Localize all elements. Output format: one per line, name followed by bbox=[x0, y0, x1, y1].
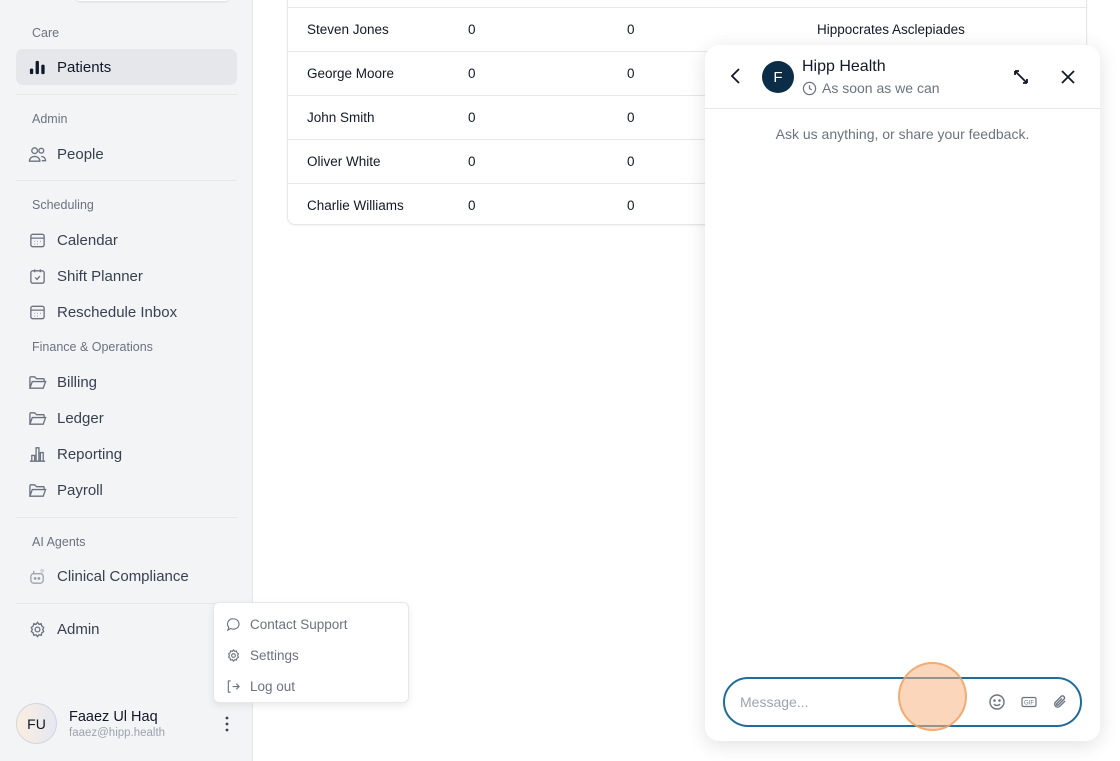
calendar-icon bbox=[30, 233, 45, 247]
chat-header: F Hipp Health As soon as we can bbox=[705, 45, 1100, 109]
sidebar-item-shift-planner[interactable]: Shift Planner bbox=[16, 258, 237, 294]
divider bbox=[16, 94, 237, 95]
sidebar-top-card bbox=[75, 0, 230, 1]
expand-icon[interactable] bbox=[1012, 68, 1030, 86]
sidebar-item-label: Reschedule Inbox bbox=[57, 303, 178, 321]
sidebar-item-clinical-compliance[interactable]: Clinical Compliance bbox=[16, 558, 237, 594]
cell-name: George Moore bbox=[307, 66, 395, 81]
cell-name: Oliver White bbox=[307, 154, 381, 169]
cell: 0 bbox=[627, 198, 635, 213]
menu-item-label: Log out bbox=[250, 679, 296, 694]
emoji-icon[interactable] bbox=[988, 693, 1006, 711]
sidebar-item-label: Admin bbox=[57, 620, 100, 638]
click-indicator bbox=[898, 662, 967, 731]
section-care: Care bbox=[32, 26, 60, 40]
users-icon bbox=[28, 146, 47, 162]
cell: 0 bbox=[468, 66, 476, 81]
table-row[interactable]: Oliver White 0 0 bbox=[288, 139, 1086, 183]
more-vertical-icon[interactable] bbox=[220, 714, 234, 734]
section-scheduling: Scheduling bbox=[32, 198, 94, 212]
folder-icon bbox=[28, 375, 47, 389]
cell: 0 bbox=[627, 110, 635, 125]
divider bbox=[16, 180, 237, 181]
menu-item-label: Contact Support bbox=[250, 617, 348, 632]
section-ai-agents: AI Agents bbox=[32, 535, 86, 549]
sidebar-item-patients[interactable]: Patients bbox=[16, 49, 237, 85]
calendar-icon bbox=[30, 305, 45, 319]
divider bbox=[16, 517, 237, 518]
sidebar-item-label: Clinical Compliance bbox=[57, 567, 189, 585]
svg-text:GIF: GIF bbox=[1024, 701, 1034, 707]
sidebar-item-label: Patients bbox=[57, 58, 112, 76]
robot-icon bbox=[30, 568, 45, 584]
gif-icon[interactable]: GIF bbox=[1020, 693, 1038, 711]
cell: 0 bbox=[627, 154, 635, 169]
folder-icon bbox=[28, 411, 47, 425]
sidebar-item-admin[interactable]: Admin bbox=[16, 611, 237, 647]
attachment-icon[interactable] bbox=[1051, 693, 1069, 711]
gear-icon bbox=[30, 620, 45, 638]
sidebar-item-reschedule-inbox[interactable]: Reschedule Inbox bbox=[16, 294, 237, 330]
sidebar-item-reporting[interactable]: Reporting bbox=[16, 436, 237, 472]
section-finance: Finance & Operations bbox=[32, 340, 153, 354]
calendar-check-icon bbox=[30, 268, 45, 284]
sidebar-item-label: Shift Planner bbox=[57, 267, 143, 285]
cell-name: Charlie Williams bbox=[307, 198, 404, 213]
cell: 0 bbox=[468, 154, 476, 169]
bar-chart-outline-icon bbox=[29, 446, 46, 462]
chat-widget: F Hipp Health As soon as we can Ask us a… bbox=[705, 45, 1100, 741]
bar-chart-icon bbox=[29, 60, 45, 74]
divider bbox=[16, 603, 237, 604]
sidebar-item-label: Calendar bbox=[57, 231, 118, 249]
sidebar-item-label: Reporting bbox=[57, 445, 123, 463]
sidebar-item-people[interactable]: People bbox=[16, 136, 237, 172]
sidebar: Care Patients Admin People Scheduling Ca… bbox=[0, 0, 253, 761]
table-row[interactable]: Charlie Williams 0 0 bbox=[288, 183, 1086, 227]
menu-item-contact-support[interactable]: Contact Support bbox=[214, 609, 408, 640]
sidebar-item-billing[interactable]: Billing bbox=[16, 364, 237, 400]
sidebar-item-label: People bbox=[57, 145, 104, 163]
chat-subtitle: As soon as we can bbox=[822, 80, 940, 96]
cell: Hippocrates Asclepiades bbox=[817, 22, 965, 37]
sidebar-item-label: Payroll bbox=[57, 481, 103, 499]
user-name: Faaez Ul Haq bbox=[69, 708, 158, 725]
sidebar-item-calendar[interactable]: Calendar bbox=[16, 222, 237, 258]
cell-name: John Smith bbox=[307, 110, 375, 125]
cell-name: Steven Jones bbox=[307, 22, 389, 37]
user-profile[interactable]: FU Faaez Ul Haq faaez@hipp.health bbox=[16, 703, 165, 744]
clock-icon bbox=[802, 81, 817, 95]
cell: 0 bbox=[468, 198, 476, 213]
cell: 0 bbox=[468, 110, 476, 125]
folder-icon bbox=[28, 483, 47, 497]
close-icon[interactable] bbox=[1060, 69, 1076, 85]
chat-response-time: As soon as we can bbox=[802, 80, 940, 96]
chat-avatar: F bbox=[762, 61, 794, 93]
sidebar-item-label: Billing bbox=[57, 373, 98, 391]
gear-icon bbox=[227, 648, 240, 663]
cell: 0 bbox=[627, 66, 635, 81]
table-row[interactable]: John Smith 0 0 bbox=[288, 95, 1086, 139]
menu-item-label: Settings bbox=[250, 648, 299, 663]
logout-icon bbox=[227, 680, 240, 693]
cell: 0 bbox=[468, 22, 476, 37]
menu-item-log-out[interactable]: Log out bbox=[214, 671, 408, 702]
chat-title: Hipp Health bbox=[802, 58, 886, 75]
avatar: FU bbox=[16, 703, 57, 744]
sidebar-item-label: Ledger bbox=[57, 409, 104, 427]
sidebar-item-payroll[interactable]: Payroll bbox=[16, 472, 237, 508]
menu-item-settings[interactable]: Settings bbox=[214, 640, 408, 671]
cell: 0 bbox=[627, 22, 635, 37]
sidebar-item-ledger[interactable]: Ledger bbox=[16, 400, 237, 436]
table-row[interactable]: George Moore 0 0 bbox=[288, 51, 1086, 95]
chat-bubble-icon bbox=[226, 618, 240, 632]
back-icon[interactable] bbox=[729, 67, 743, 85]
user-email: faaez@hipp.health bbox=[69, 726, 166, 739]
section-admin: Admin bbox=[32, 112, 68, 126]
table-row[interactable]: Steven Jones 0 0 Hippocrates Asclepiades bbox=[288, 7, 1086, 51]
user-menu: Contact Support Settings Log out bbox=[213, 602, 409, 703]
chat-hint: Ask us anything, or share your feedback. bbox=[775, 126, 1030, 142]
